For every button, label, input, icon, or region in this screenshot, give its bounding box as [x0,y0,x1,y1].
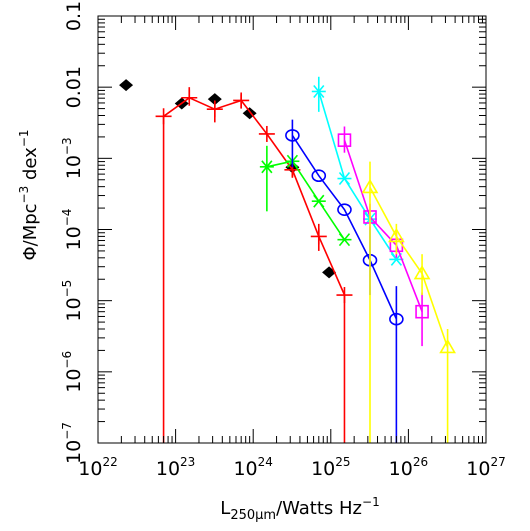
x-tick-label: 1023 [156,455,195,480]
diamond-marker [207,93,222,106]
triangle-marker [413,265,431,280]
y-axis-title-a: Φ/Mpc [20,203,41,260]
series-2 [155,87,353,443]
x-tick-label-base: 10 [233,458,257,480]
y-tick-label-exp: −3 [60,137,74,155]
asterisk-marker [259,160,274,174]
square-marker [415,304,429,319]
y-tick-label: 10−5 [60,280,85,322]
plot-data [119,76,456,443]
plus-marker [233,92,250,109]
y-axis-title: Φ/Mpc−3 dex−1 [17,129,41,260]
plus-marker [336,287,353,304]
plus-marker [258,125,275,142]
asterisk-marker [311,84,326,98]
series-line [343,139,423,312]
y-tick-label: 10−7 [60,422,85,464]
y-tick-label: 10−4 [60,209,85,251]
x-tick-label: 1025 [311,455,350,480]
y-tick-label-exp: −5 [60,280,74,298]
y-tick-label: 10−6 [60,351,85,393]
diamond-marker [119,79,134,92]
triangle-marker [439,338,456,354]
asterisk-marker [337,233,352,247]
triangle-marker [387,227,405,243]
y-tick-label: 0.1 [63,1,85,31]
asterisk-marker [337,172,352,186]
y-tick-label-text: 10−7 [60,422,85,464]
series-5 [311,76,404,266]
x-tick-label: 1026 [389,455,428,480]
x-tick-label-base: 10 [156,458,180,480]
y-tick-label-text: 10−6 [60,351,85,393]
series-line [369,187,449,348]
circle-marker [311,169,327,183]
y-tick-label-text: 0.1 [63,1,85,31]
series-line [266,160,346,241]
x-axis-title-sup: −1 [362,495,380,509]
plot-frame [97,15,487,444]
x-tick-label-exp: 27 [490,455,505,469]
x-axis-title: L250μm/Watts Hz−1 [220,495,379,523]
axis-ticks [97,15,487,444]
y-axis-title-sup2: −1 [17,129,31,147]
series-6 [337,126,429,347]
diamond-marker [242,107,257,120]
x-tick-label: 1024 [233,455,272,480]
circle-marker [337,203,352,216]
plus-marker [155,108,172,125]
circle-marker [389,312,404,326]
y-axis-title-b: dex [20,147,41,186]
y-tick-label-exp: −6 [60,351,74,369]
plus-marker [206,101,223,118]
y-tick-label-base: 10 [63,369,85,393]
square-marker [337,133,352,147]
x-tick-label-base: 10 [389,458,413,480]
series-line [291,134,398,320]
x-tick-label-base: 10 [78,458,102,480]
y-tick-label-exp: −4 [60,209,74,227]
x-tick-label-exp: 25 [335,455,350,469]
triangle-marker [361,178,379,194]
x-tick-label-exp: 24 [258,455,273,469]
asterisk-marker-d2 [338,233,351,247]
series-7 [361,161,456,443]
tick-labels: 1022 1023 1024 1025 1026 10270.10.0110−310−41… [60,1,506,480]
y-tick-label-text: 10−5 [60,280,85,322]
y-tick-label: 10−3 [60,137,85,179]
x-tick-label-exp: 22 [102,455,117,469]
y-tick-label: 0.01 [63,66,85,108]
y-tick-label-text: 0.01 [63,66,85,108]
asterisk-marker-d2 [261,160,273,174]
y-tick-label-exp: −7 [60,422,74,440]
y-tick-label-base: 10 [63,297,85,321]
x-axis-title-sub: 250μm [230,508,276,523]
y-tick-label-base: 10 [63,155,85,179]
asterisk-marker [311,194,326,208]
asterisk-marker-d2 [313,194,325,208]
x-tick-label: 1022 [78,455,117,480]
series-line [318,91,398,260]
asterisk-marker-d2 [313,84,325,98]
circle-marker [285,129,300,142]
x-axis-title-unit: /Watts Hz [276,498,362,519]
series-line [163,96,346,296]
x-tick-label-base: 10 [311,458,335,480]
y-tick-label-base: 10 [63,226,85,250]
y-tick-label-base: 10 [63,440,85,464]
x-axis-title-main: L [220,498,230,519]
plus-marker [310,228,327,245]
asterisk-marker-d2 [338,172,351,186]
x-tick-label-base: 10 [466,458,490,480]
series-3 [259,145,352,247]
x-tick-label-exp: 23 [180,455,195,469]
y-tick-label-text: 10−4 [60,209,85,251]
plus-marker [181,89,198,106]
x-tick-label-exp: 26 [413,455,428,469]
y-axis-title-sup1: −3 [17,186,31,204]
x-tick-label: 1027 [466,455,505,480]
y-tick-label-text: 10−3 [60,137,85,179]
